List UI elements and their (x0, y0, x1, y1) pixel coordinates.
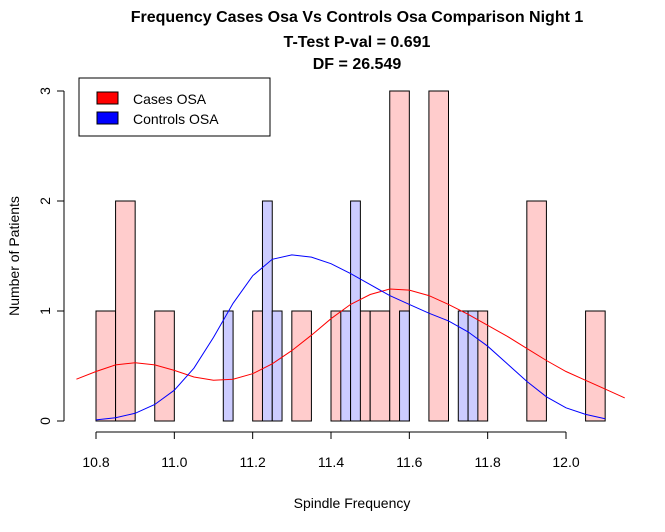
cases-density-line (76, 288, 625, 399)
controls-bars (222, 200, 479, 422)
legend-swatch-cases (96, 91, 119, 105)
x-tick-label-6: 12.0 (552, 454, 579, 470)
controls-bar-7 (467, 310, 479, 422)
cases-bar-7 (369, 310, 391, 422)
cases-bar-12 (585, 310, 606, 422)
x-tick-label-3: 11.4 (318, 454, 344, 470)
legend-label-controls: Controls OSA (133, 111, 219, 127)
legend-box (78, 77, 271, 137)
controls-bar-3 (340, 310, 352, 422)
controls-bar-2 (271, 310, 283, 422)
x-tick-label-1: 11.0 (161, 454, 187, 470)
controls-density-line (95, 254, 606, 421)
cases-bar-9 (428, 90, 450, 422)
legend-swatch-controls (96, 111, 119, 125)
controls-bar-0 (222, 310, 234, 422)
cases-bar-4 (291, 310, 312, 422)
cases-bar-1 (115, 200, 136, 422)
x-axis-label: Spindle Frequency (294, 495, 411, 511)
x-tick-label-4: 11.6 (396, 454, 422, 470)
y-tick-label-0: 0 (37, 417, 53, 425)
legend: Cases OSA Controls OSA (78, 77, 271, 137)
controls-bar-4 (350, 200, 361, 422)
chart-title-line-2: T-Test P-val = 0.691 (284, 34, 431, 51)
chart-title-line-1: Frequency Cases Osa Vs Controls Osa Comp… (131, 9, 584, 26)
x-tick-label-0: 10.8 (82, 454, 109, 470)
cases-bar-11 (526, 200, 547, 422)
density-curves (76, 254, 625, 421)
y-tick-label-3: 3 (37, 87, 53, 95)
y-axis-label: Number of Patients (6, 196, 22, 316)
x-tick-label-2: 11.2 (240, 454, 266, 470)
x-axis: 10.8 11.0 11.2 11.4 11.6 11.8 12.0 (82, 431, 580, 470)
controls-bar-5 (399, 310, 410, 422)
x-tick-label-5: 11.8 (475, 454, 501, 470)
controls-bar-1 (261, 200, 273, 422)
chart-title-line-3: DF = 26.549 (313, 56, 402, 73)
y-tick-label-1: 1 (37, 307, 53, 315)
y-axis: 0 1 2 3 (37, 87, 65, 425)
legend-label-cases: Cases OSA (133, 91, 207, 107)
y-tick-label-2: 2 (37, 197, 53, 205)
